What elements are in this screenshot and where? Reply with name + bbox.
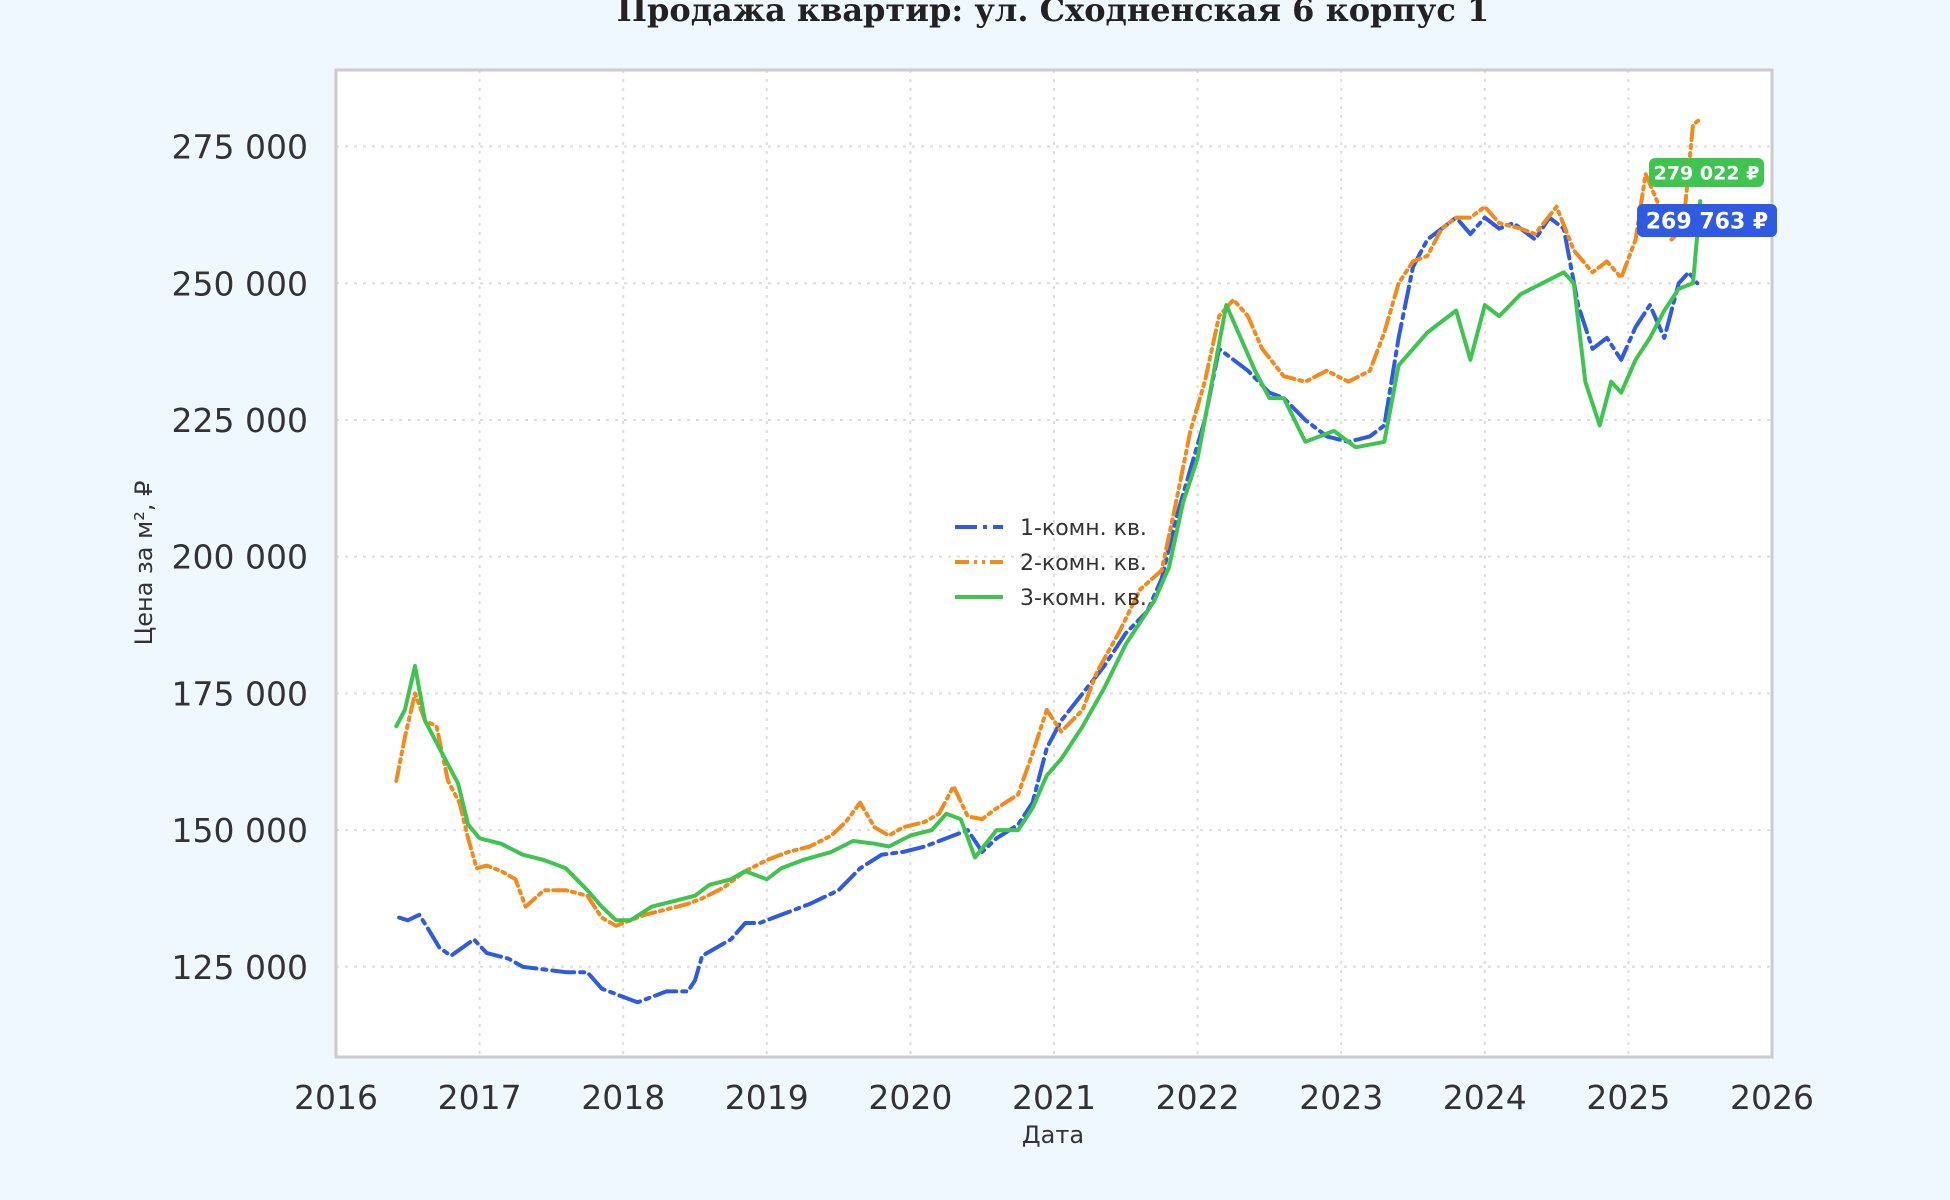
x-tick-label: 2023 — [1299, 1078, 1383, 1117]
last-value-labels: 279 022 ₽ 269 763 ₽ — [1637, 158, 1777, 237]
x-tick-label: 2024 — [1443, 1078, 1527, 1117]
y-tick-label: 175 000 — [172, 674, 308, 713]
y-tick-label: 225 000 — [172, 401, 308, 440]
last-value-badge — [1637, 204, 1777, 237]
x-tick-label: 2016 — [294, 1078, 378, 1117]
x-tick-label: 2026 — [1730, 1078, 1814, 1117]
x-tick-label: 2018 — [581, 1078, 665, 1117]
x-axis-label: Дата — [1022, 1121, 1084, 1149]
legend: 1-комн. кв. 2-комн. кв. 3-комн. кв. — [955, 516, 1147, 611]
y-axis-label: Цена за м², ₽ — [130, 481, 158, 646]
y-tick-label: 200 000 — [172, 538, 308, 577]
last-value-text: 269 763 ₽ — [1646, 209, 1768, 234]
y-tick-label: 125 000 — [172, 948, 308, 987]
y-tick-label: 275 000 — [172, 128, 308, 167]
x-axis-ticks: 2016 2017 2018 2019 2020 2021 2022 2023 2024 2025… — [294, 1078, 1814, 1117]
last-value-badge — [1649, 158, 1764, 187]
x-tick-label: 2020 — [868, 1078, 952, 1117]
x-tick-label: 2025 — [1586, 1078, 1670, 1117]
legend-label: 3-комн. кв. — [1020, 586, 1147, 611]
plot-frame — [334, 68, 1774, 1059]
x-tick-label: 2021 — [1012, 1078, 1096, 1117]
series-line-2 — [394, 117, 1703, 928]
legend-label: 2-комн. кв. — [1020, 551, 1147, 576]
series-line-3 — [394, 199, 1703, 923]
last-value-text: 279 022 ₽ — [1654, 162, 1760, 184]
y-tick-label: 250 000 — [172, 264, 308, 303]
legend-label: 1-комн. кв. — [1020, 516, 1147, 541]
x-tick-label: 2017 — [438, 1078, 522, 1117]
chart-title: Продажа квартир: ул. Сходненская 6 корпу… — [617, 0, 1489, 29]
x-tick-label: 2022 — [1156, 1078, 1240, 1117]
y-tick-label: 150 000 — [172, 811, 308, 850]
x-tick-label: 2019 — [725, 1078, 809, 1117]
series-layer — [394, 117, 1703, 1005]
y-axis-ticks: 125 000 150 000 175 000 200 000 225 000 250 0… — [172, 128, 308, 987]
